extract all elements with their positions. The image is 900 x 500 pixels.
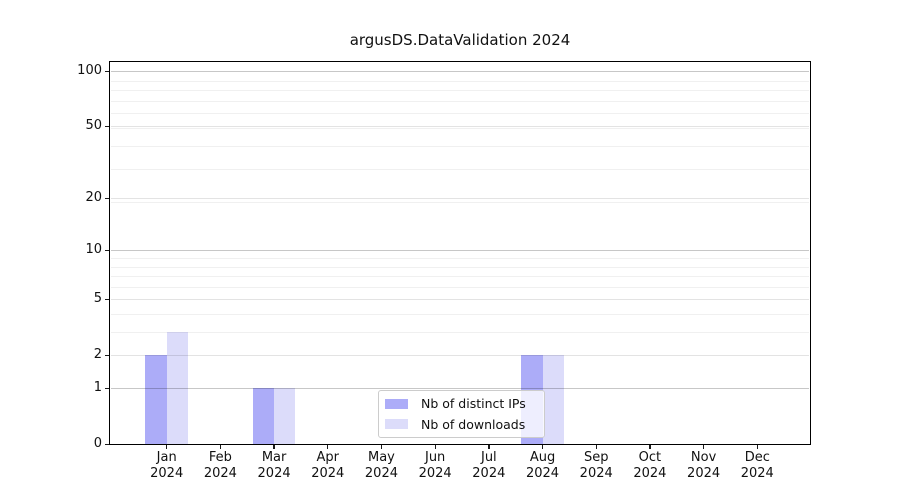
legend-entry-distinct-ips: Nb of distinct IPs	[379, 396, 544, 411]
gridline-79	[111, 90, 809, 92]
gridline-59	[111, 113, 809, 115]
x-tick-jan	[166, 445, 168, 449]
y-axis	[109, 61, 111, 445]
gridline-1	[111, 388, 809, 389]
y-tick-label-0: 0	[93, 436, 102, 451]
legend-swatch-downloads	[385, 419, 408, 429]
legend: Nb of distinct IPs Nb of downloads	[378, 390, 545, 438]
top-spine	[109, 61, 811, 63]
y-tick-0	[105, 443, 109, 445]
y-tick-10	[105, 249, 109, 252]
y-tick-label-20: 20	[85, 190, 102, 206]
legend-label-distinct-ips: Nb of distinct IPs	[421, 396, 526, 412]
x-tick-label-dec: Dec 2024	[740, 450, 774, 481]
x-tick-label-nov: Nov 2024	[687, 450, 721, 481]
x-tick-label-jun: Jun 2024	[418, 450, 452, 481]
x-tick-mar	[273, 445, 275, 449]
x-tick-label-aug: Aug 2024	[525, 450, 560, 481]
x-tick-label-feb: Feb 2024	[203, 450, 237, 481]
gridline-69	[111, 100, 809, 102]
y-tick-50	[105, 125, 109, 128]
x-tick-sep	[595, 445, 597, 449]
gridline-2	[111, 355, 809, 357]
gridline-6	[111, 286, 809, 288]
chart-title: argusDS.DataValidation 2024	[349, 31, 571, 49]
gridline-5	[111, 299, 809, 301]
x-tick-apr	[327, 445, 329, 449]
x-axis	[109, 443, 811, 446]
x-tick-jul	[488, 445, 490, 449]
y-tick-label-2: 2	[93, 347, 102, 363]
x-tick-label-jan: Jan 2024	[150, 450, 184, 481]
y-tick-5	[105, 298, 109, 301]
x-tick-dec	[756, 445, 758, 449]
legend-swatch-distinct-ips	[385, 399, 408, 409]
gridline-4	[111, 313, 809, 315]
gridline-20	[111, 198, 809, 200]
y-tick-100	[105, 70, 109, 72]
gridline-29	[111, 169, 809, 171]
gridline-7	[111, 276, 809, 278]
x-tick-aug	[541, 445, 544, 449]
gridline-10	[111, 250, 809, 252]
y-tick-label-100: 100	[77, 63, 102, 79]
x-tick-label-oct: Oct 2024	[633, 450, 667, 481]
bar-downloads-aug	[542, 355, 564, 445]
y-tick-2	[105, 354, 109, 357]
gridline-50	[111, 126, 809, 128]
x-tick-label-sep: Sep 2024	[579, 450, 613, 481]
x-tick-label-mar: Mar 2024	[257, 450, 291, 481]
legend-label-downloads: Nb of downloads	[421, 416, 526, 432]
right-spine	[809, 61, 811, 445]
gridline-9	[111, 258, 809, 259]
gridline-19	[111, 202, 809, 203]
x-tick-nov	[703, 445, 705, 449]
x-tick-label-may: May 2024	[364, 450, 398, 481]
gridline-39	[111, 146, 809, 148]
gridline-49	[111, 127, 809, 129]
y-tick-label-1: 1	[93, 380, 102, 395]
x-tick-feb	[219, 445, 222, 449]
x-tick-label-apr: Apr 2024	[311, 450, 345, 481]
y-tick-1	[105, 387, 109, 389]
gridline-89	[111, 80, 809, 82]
y-tick-label-10: 10	[85, 242, 102, 258]
y-tick-label-5: 5	[93, 291, 102, 307]
gridline-3	[111, 332, 809, 334]
legend-entry-downloads: Nb of downloads	[379, 417, 544, 432]
x-tick-jun	[434, 445, 436, 449]
gridline-100	[111, 71, 809, 73]
bar-distinct-ips-jan	[145, 355, 167, 445]
x-tick-label-jul: Jul 2024	[472, 450, 506, 481]
bar-downloads-mar	[274, 388, 296, 445]
bar-distinct-ips-mar	[252, 388, 275, 445]
x-tick-oct	[649, 445, 651, 449]
y-tick-20	[105, 197, 109, 199]
gridline-8	[111, 266, 809, 268]
bar-downloads-jan	[166, 332, 189, 445]
x-tick-may	[380, 445, 383, 449]
y-tick-label-50: 50	[85, 118, 102, 134]
